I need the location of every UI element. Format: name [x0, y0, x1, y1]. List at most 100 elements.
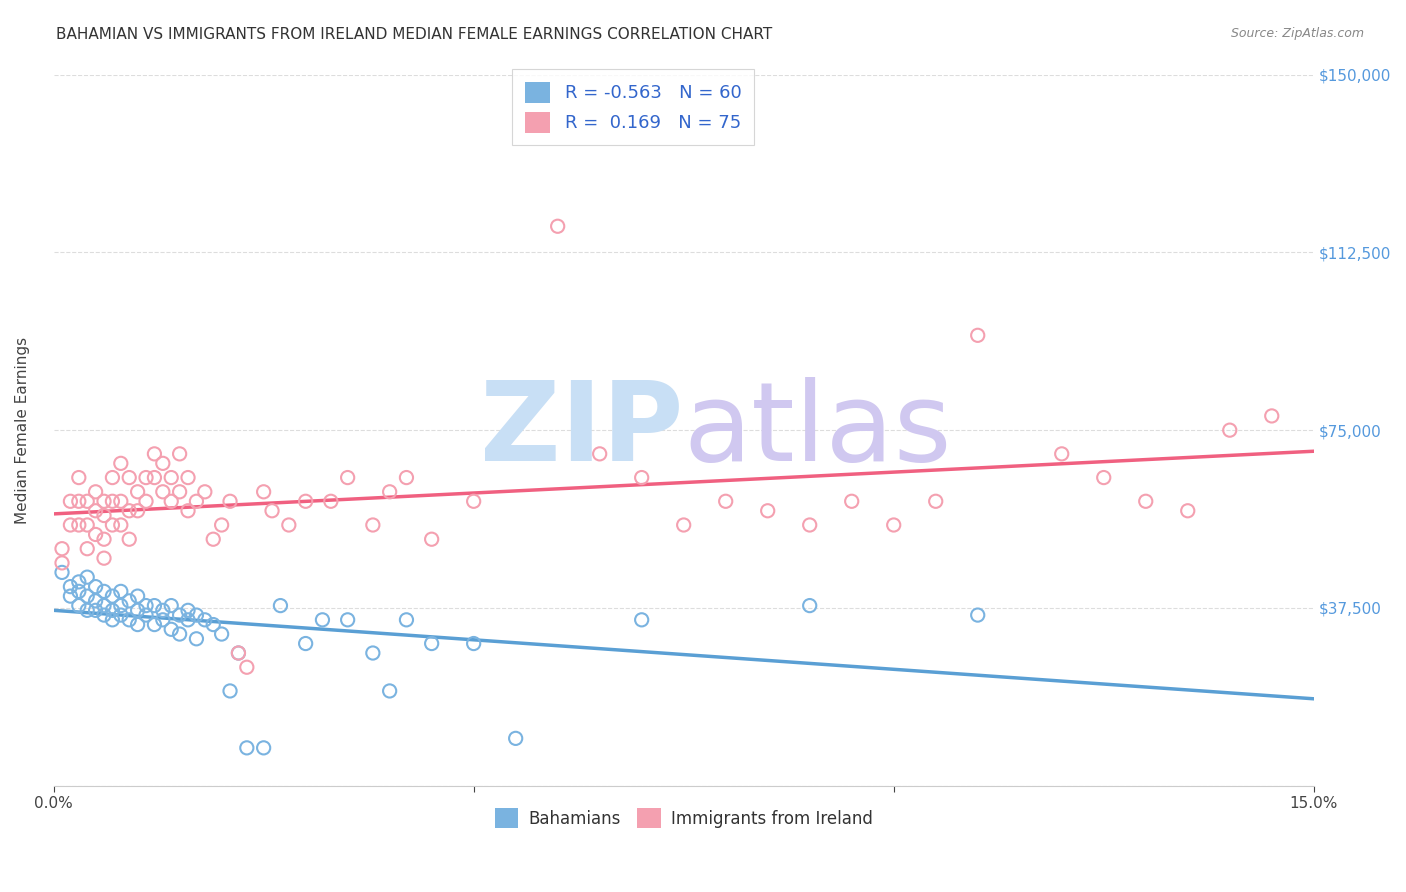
Point: [118, 504, 141, 518]
Point: [152, 613, 174, 627]
Point: [202, 532, 225, 546]
Point: [395, 470, 418, 484]
Y-axis label: Median Female Earnings: Median Female Earnings: [15, 336, 30, 524]
Point: [253, 740, 276, 755]
Point: [110, 518, 132, 533]
Point: [160, 494, 183, 508]
Point: [93, 494, 115, 508]
Point: [101, 613, 124, 627]
Point: [1092, 470, 1115, 484]
Point: [67, 599, 90, 613]
Point: [84, 484, 107, 499]
Point: [883, 518, 905, 533]
Point: [152, 456, 174, 470]
Point: [118, 532, 141, 546]
Point: [59, 589, 82, 603]
Point: [93, 551, 115, 566]
Point: [253, 484, 276, 499]
Point: [51, 541, 73, 556]
Point: [127, 504, 149, 518]
Point: [152, 484, 174, 499]
Point: [143, 599, 166, 613]
Point: [1219, 423, 1241, 437]
Point: [127, 617, 149, 632]
Point: [186, 632, 208, 646]
Point: [219, 494, 242, 508]
Point: [84, 504, 107, 518]
Point: [966, 328, 988, 343]
Point: [378, 484, 401, 499]
Point: [799, 599, 821, 613]
Point: [160, 470, 183, 484]
Point: [186, 608, 208, 623]
Point: [294, 636, 316, 650]
Point: [336, 470, 359, 484]
Point: [236, 660, 259, 674]
Point: [211, 518, 233, 533]
Point: [59, 580, 82, 594]
Point: [110, 599, 132, 613]
Point: [101, 494, 124, 508]
Point: [177, 470, 200, 484]
Point: [59, 518, 82, 533]
Point: [319, 494, 342, 508]
Point: [110, 608, 132, 623]
Point: [160, 599, 183, 613]
Point: [135, 608, 157, 623]
Point: [311, 613, 333, 627]
Legend: Bahamians, Immigrants from Ireland: Bahamians, Immigrants from Ireland: [488, 802, 879, 834]
Point: [194, 484, 217, 499]
Point: [93, 599, 115, 613]
Point: [630, 470, 652, 484]
Point: [211, 627, 233, 641]
Point: [395, 613, 418, 627]
Point: [127, 603, 149, 617]
Point: [378, 684, 401, 698]
Point: [194, 613, 217, 627]
Point: [93, 584, 115, 599]
Point: [59, 494, 82, 508]
Text: ZIP: ZIP: [481, 376, 683, 483]
Point: [277, 518, 299, 533]
Point: [420, 636, 443, 650]
Point: [143, 617, 166, 632]
Point: [547, 219, 569, 234]
Point: [118, 613, 141, 627]
Point: [110, 494, 132, 508]
Point: [672, 518, 695, 533]
Point: [127, 484, 149, 499]
Point: [101, 470, 124, 484]
Point: [1261, 409, 1284, 423]
Point: [143, 470, 166, 484]
Point: [228, 646, 250, 660]
Point: [236, 740, 259, 755]
Point: [67, 470, 90, 484]
Point: [152, 603, 174, 617]
Text: BAHAMIAN VS IMMIGRANTS FROM IRELAND MEDIAN FEMALE EARNINGS CORRELATION CHART: BAHAMIAN VS IMMIGRANTS FROM IRELAND MEDI…: [56, 27, 772, 42]
Point: [101, 603, 124, 617]
Point: [127, 589, 149, 603]
Point: [177, 613, 200, 627]
Point: [177, 504, 200, 518]
Point: [463, 494, 485, 508]
Point: [966, 608, 988, 623]
Point: [202, 617, 225, 632]
Point: [1177, 504, 1199, 518]
Point: [420, 532, 443, 546]
Point: [219, 684, 242, 698]
Point: [169, 447, 191, 461]
Point: [1050, 447, 1073, 461]
Point: [799, 518, 821, 533]
Point: [361, 646, 384, 660]
Point: [51, 556, 73, 570]
Point: [76, 518, 98, 533]
Point: [925, 494, 948, 508]
Point: [361, 518, 384, 533]
Point: [630, 613, 652, 627]
Point: [76, 570, 98, 584]
Point: [160, 623, 183, 637]
Point: [84, 603, 107, 617]
Point: [76, 589, 98, 603]
Point: [76, 603, 98, 617]
Point: [67, 574, 90, 589]
